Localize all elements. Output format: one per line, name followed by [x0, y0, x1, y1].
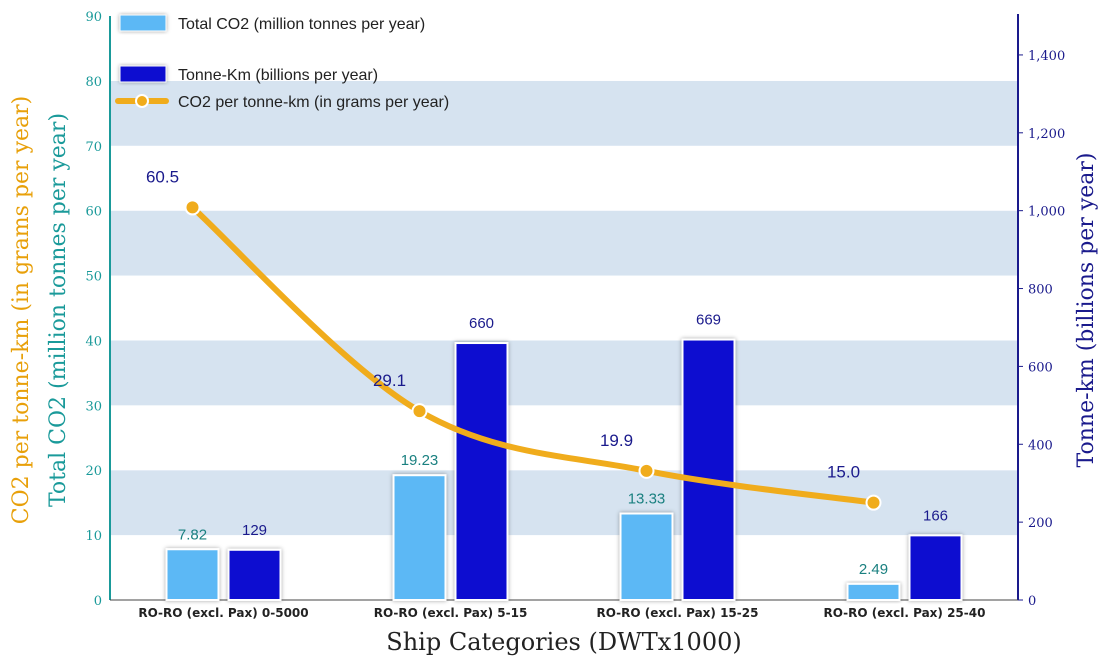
- data-label-tonne-km: 669: [696, 312, 721, 329]
- bar-total-co2: [846, 582, 901, 601]
- grid-band: [110, 145, 1018, 211]
- category-label: RO-RO (excl. Pax) 25-40: [824, 606, 986, 620]
- legend-swatch-tonne-km: [119, 65, 167, 83]
- legend-swatch-co2-per-tkm-marker: [135, 94, 149, 108]
- bar-total-co2: [619, 512, 674, 601]
- left-tick-label: 50: [85, 270, 102, 285]
- right-tick-label: 1,200: [1028, 127, 1065, 142]
- point-co2-per-tonne-km: [638, 462, 655, 479]
- right-tick-label: 400: [1028, 438, 1053, 453]
- right-axis-ticks: 0 200 400 600 800 1,000 1,200 1,400: [1018, 49, 1065, 609]
- legend-swatch-total-co2: [119, 14, 167, 32]
- bar-tonne-km: [227, 548, 282, 601]
- y-axis-title-left-inner: Total CO2 (million tonnes per year): [46, 113, 71, 507]
- data-label-total-co2: 13.33: [628, 491, 666, 508]
- data-labels: 7.82 129 19.23 660 13.33 669 2.49 166 60.5 29.1 19…: [146, 167, 948, 577]
- right-tick-label: 1,400: [1028, 49, 1065, 64]
- left-tick-label: 0: [94, 594, 102, 609]
- grid-band: [110, 340, 1018, 406]
- left-tick-label: 10: [85, 529, 102, 544]
- left-tick-label: 30: [85, 399, 102, 414]
- co2-per-tkm-line-layer: [184, 199, 882, 511]
- y-axis-title-right: Tonne-km (billions per year): [1074, 153, 1099, 468]
- category-labels: RO-RO (excl. Pax) 0-5000 RO-RO (excl. Pax…: [138, 606, 985, 620]
- right-tick-label: 1,000: [1028, 205, 1065, 220]
- left-tick-label: 90: [85, 10, 102, 25]
- legend-label-total-co2: Total CO2 (million tonnes per year): [178, 16, 425, 33]
- bar-tonne-km: [681, 338, 736, 601]
- grid-band: [110, 405, 1018, 471]
- grid-band: [110, 80, 1018, 146]
- point-co2-per-tonne-km: [184, 199, 201, 216]
- bar-tonne-km: [454, 342, 509, 601]
- data-label-total-co2: 2.49: [859, 561, 888, 578]
- bar-total-co2: [392, 474, 447, 601]
- point-co2-per-tonne-km: [411, 403, 428, 420]
- grid-band: [110, 210, 1018, 276]
- y-axis-title-left-outer: CO2 per tonne-km (in grams per year): [9, 96, 34, 524]
- data-label-total-co2: 19.23: [401, 452, 439, 469]
- grid-band: [110, 16, 1018, 81]
- point-co2-per-tonne-km: [865, 494, 882, 511]
- bar-total-co2: [165, 548, 220, 602]
- legend-label-co2-per-tkm: CO2 per tonne-km (in grams per year): [178, 94, 449, 111]
- line-co2-per-tonne-km: [189, 204, 877, 506]
- data-label-co2-per-tonne-km: 19.9: [600, 431, 633, 450]
- left-axis-ticks: 0 10 20 30 40 50 60 70 80 90: [85, 10, 102, 609]
- legend-label-tonne-km: Tonne-Km (billions per year): [178, 67, 378, 84]
- data-label-co2-per-tonne-km: 29.1: [373, 371, 406, 390]
- left-tick-label: 40: [85, 334, 102, 349]
- data-label-co2-per-tonne-km: 60.5: [146, 167, 179, 186]
- x-axis-title: Ship Categories (DWTx1000): [386, 628, 741, 656]
- right-tick-label: 200: [1028, 516, 1053, 531]
- category-label: RO-RO (excl. Pax) 15-25: [597, 606, 759, 620]
- left-tick-label: 80: [85, 75, 102, 90]
- category-label: RO-RO (excl. Pax) 5-15: [374, 606, 528, 620]
- left-tick-label: 60: [85, 205, 102, 220]
- legend: Total CO2 (million tonnes per year) Tonn…: [115, 14, 449, 111]
- right-tick-label: 800: [1028, 283, 1053, 298]
- data-label-tonne-km: 660: [469, 315, 494, 332]
- data-label-tonne-km: 129: [242, 522, 267, 539]
- data-label-total-co2: 7.82: [178, 526, 207, 543]
- grid-band: [110, 275, 1018, 341]
- left-tick-label: 70: [85, 140, 102, 155]
- left-tick-label: 20: [85, 464, 102, 479]
- data-label-tonne-km: 166: [923, 507, 948, 524]
- right-tick-label: 0: [1028, 594, 1036, 609]
- bar-tonne-km: [908, 534, 963, 601]
- category-label: RO-RO (excl. Pax) 0-5000: [138, 606, 308, 620]
- data-label-co2-per-tonne-km: 15.0: [827, 463, 860, 482]
- right-tick-label: 600: [1028, 360, 1053, 375]
- grid-bands: [110, 16, 1018, 600]
- bars: [165, 338, 963, 602]
